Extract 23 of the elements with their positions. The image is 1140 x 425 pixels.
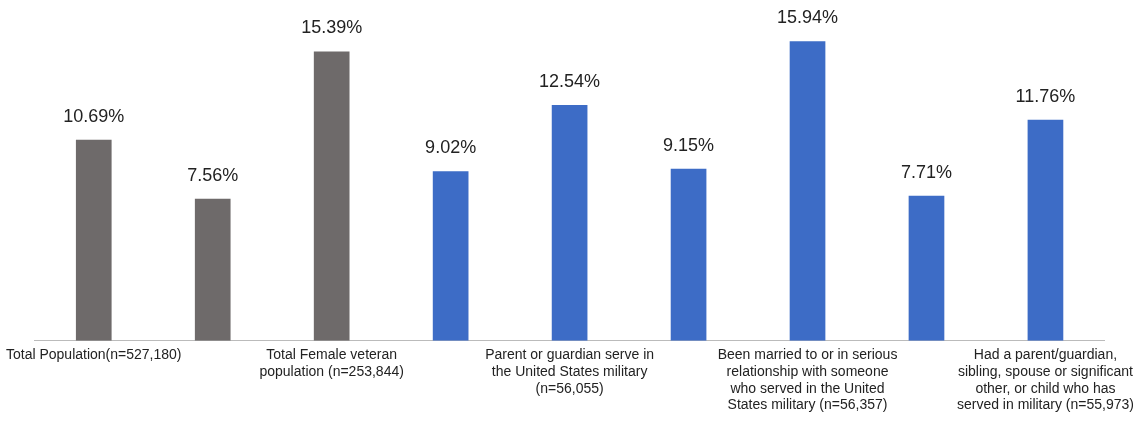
x-tick-label: Been married to or in serious relationship with someone who served in the United States military (n=56,357): [717, 346, 898, 413]
data-label: 10.69%: [63, 105, 125, 126]
bar: [194, 198, 231, 341]
data-label: 9.02%: [425, 137, 477, 158]
bar: [908, 195, 945, 341]
data-label: 12.54%: [539, 71, 601, 92]
x-tick-label: Total Population(n=527,180): [5, 346, 182, 363]
bar: [1027, 119, 1064, 341]
data-label: 7.71%: [900, 161, 953, 182]
bar: [789, 41, 826, 341]
bar: [75, 139, 112, 341]
bar: [432, 171, 469, 341]
bar: [670, 168, 707, 341]
x-tick-label: Parent or guardian serve in the United States military (n=56,055): [485, 346, 655, 396]
x-tick-label: Total Female veteran population (n=253,844): [259, 346, 404, 379]
data-label: 9.15%: [663, 134, 715, 155]
data-label: 7.56%: [187, 164, 239, 185]
bar: [313, 51, 350, 341]
bar: [551, 105, 588, 341]
data-label: 15.94%: [776, 7, 839, 28]
x-tick-label: Had a parent/guardian, sibling, spouse or significant other, or child who has served in military (n=55,973): [956, 346, 1134, 413]
data-label: 11.76%: [1015, 85, 1076, 106]
data-label: 15.39%: [301, 17, 363, 38]
